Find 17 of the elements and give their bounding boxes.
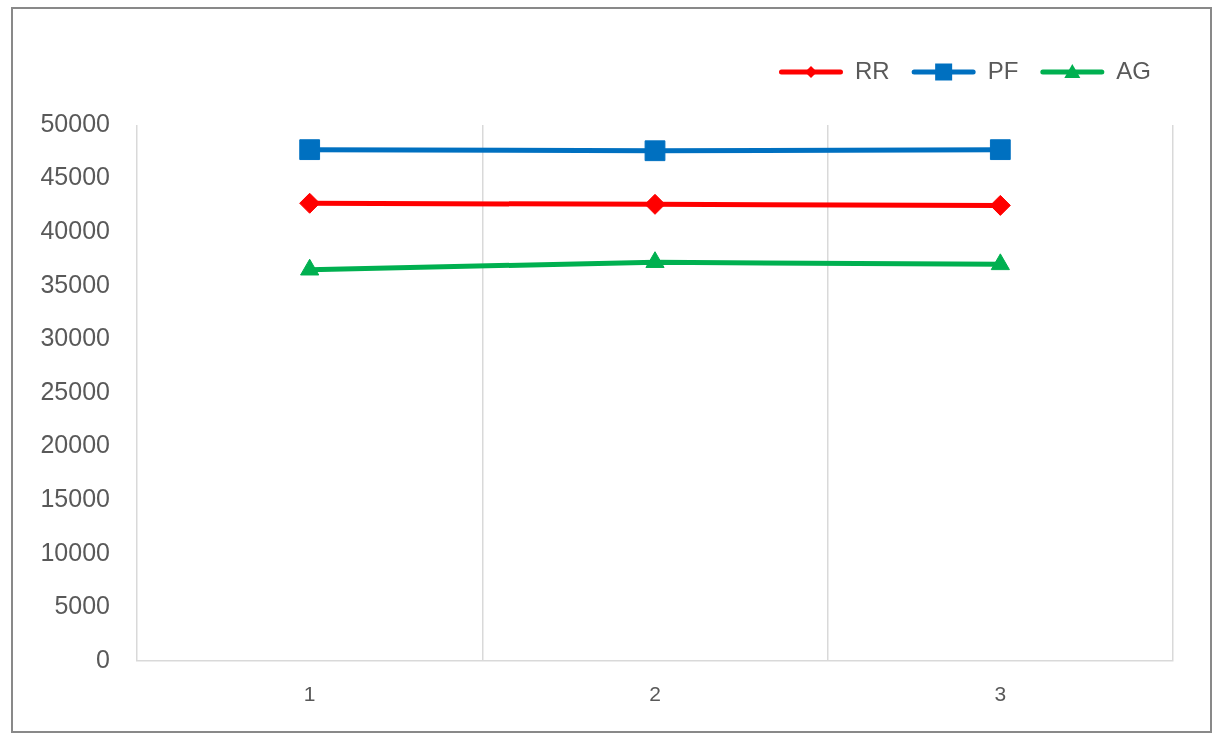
y-tick-label: 35000: [40, 269, 110, 298]
y-tick-label: 50000: [40, 108, 110, 137]
y-tick-label: 30000: [40, 323, 110, 352]
y-tick-label: 25000: [40, 376, 110, 405]
y-tick-label: 5000: [54, 591, 110, 620]
x-tick-label: 2: [649, 682, 661, 706]
y-tick-label: 40000: [40, 216, 110, 245]
x-tick-label: 3: [994, 682, 1007, 706]
legend-label: RR: [854, 56, 890, 84]
y-tick-label: 0: [96, 644, 110, 673]
y-tick-label: 15000: [40, 484, 110, 513]
x-tick-label: 1: [303, 682, 316, 706]
y-tick-label: 20000: [40, 430, 110, 459]
y-tick-label: 45000: [40, 162, 110, 191]
y-tick-label: 10000: [40, 537, 110, 566]
legend-label: PF: [987, 56, 1019, 84]
legend-label: AG: [1116, 56, 1152, 84]
